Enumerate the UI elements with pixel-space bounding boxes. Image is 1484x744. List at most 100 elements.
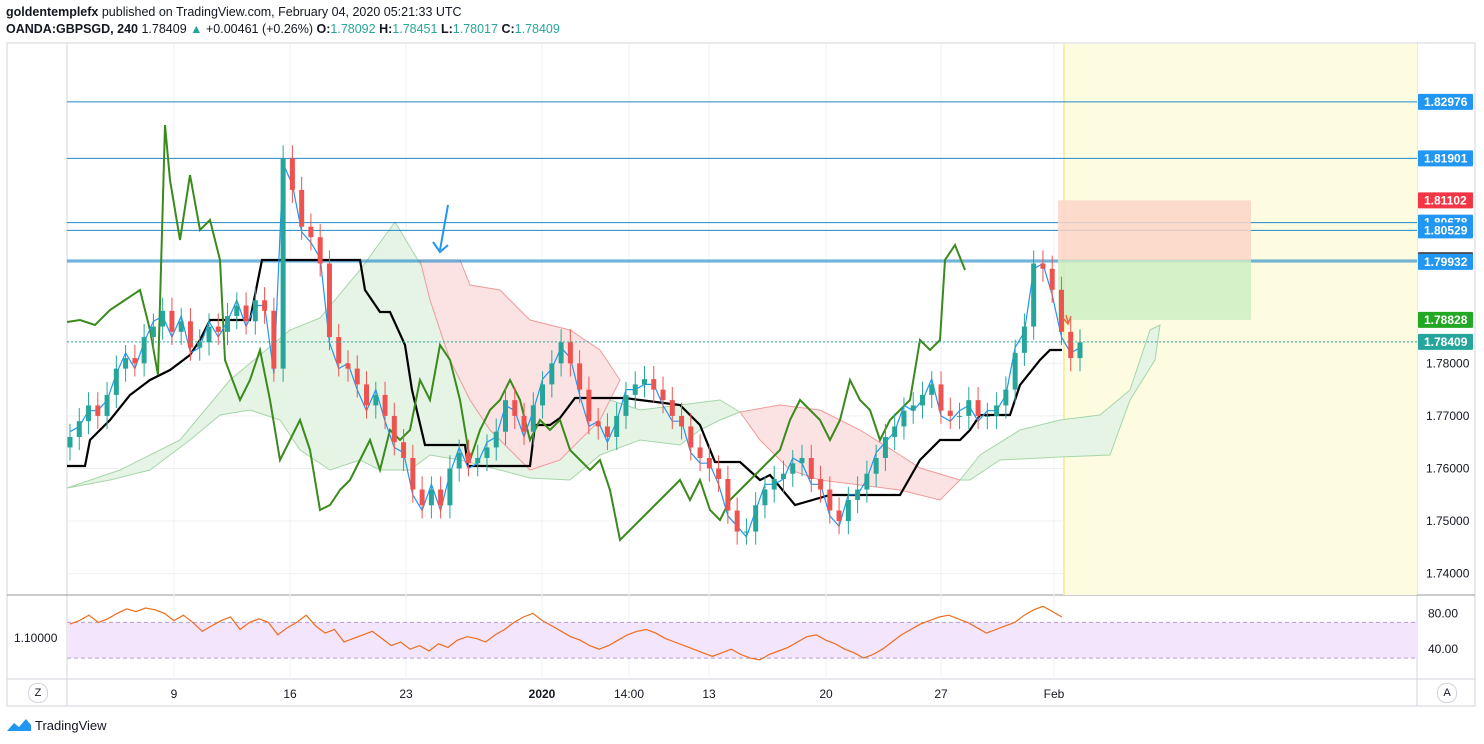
- candle-body: [475, 457, 481, 464]
- candle-body: [1021, 326, 1027, 353]
- close-value: 1.78409: [514, 22, 560, 36]
- candle-body: [753, 505, 759, 532]
- candle-body: [456, 452, 462, 469]
- candle-body: [919, 394, 925, 406]
- candle-body: [929, 384, 935, 395]
- price-tag-box: [1418, 253, 1473, 270]
- symbol-legend: OANDA:GBPSGD, 240 1.78409 ▲ +0.00461 (+0…: [6, 22, 560, 36]
- candle-body: [86, 405, 92, 422]
- risk-zone[interactable]: [1058, 200, 1251, 261]
- rsi-band: [67, 622, 1417, 659]
- publish-info: goldentemplefx published on TradingView.…: [6, 5, 462, 19]
- price-tag-label: 1.81102: [1424, 193, 1467, 207]
- candle-body: [123, 358, 129, 369]
- candle-body: [957, 415, 963, 417]
- candle-body: [373, 394, 379, 406]
- candle-body: [577, 363, 583, 390]
- price-axis[interactable]: 1.74000 1.75000 1.76000 1.77000 1.78000: [1426, 356, 1470, 580]
- footer-brand[interactable]: TradingView: [6, 717, 107, 733]
- candle-body: [984, 415, 990, 417]
- author-name[interactable]: goldentemplefx: [6, 5, 99, 19]
- candle-body: [836, 510, 842, 522]
- candle-body: [790, 463, 796, 474]
- candle-body: [651, 379, 657, 390]
- candle-body: [169, 310, 175, 332]
- candle-body: [132, 358, 138, 364]
- candles: [67, 145, 1083, 545]
- candle-body: [252, 300, 258, 322]
- candle-body: [623, 394, 629, 416]
- candle-body: [586, 389, 592, 422]
- price-tag-label: 1.81901: [1424, 151, 1468, 165]
- kumo-cloud-bearish: [419, 259, 621, 471]
- candle-body: [845, 500, 851, 522]
- price-tag-label: 1.79932: [1424, 255, 1468, 269]
- candle-body: [725, 478, 731, 511]
- small-arrow-icon: [1062, 314, 1072, 326]
- candle-body: [1049, 268, 1055, 290]
- time-tick-label: 2020: [529, 687, 556, 701]
- candle-body: [799, 457, 805, 464]
- price-tag-label: 1.78409: [1424, 335, 1468, 349]
- candle-body: [410, 457, 416, 490]
- candle-body: [465, 452, 471, 464]
- annotation-arrow[interactable]: [432, 204, 449, 254]
- candle-body: [892, 426, 898, 437]
- candle-body: [512, 400, 518, 416]
- candle-body: [428, 489, 434, 506]
- time-tick-label: 14:00: [614, 687, 644, 701]
- candle-body: [873, 457, 879, 474]
- candle-body: [419, 489, 425, 506]
- candle-body: [364, 384, 370, 406]
- last-price: 1.78409: [141, 22, 187, 36]
- zoom-button[interactable]: Z: [28, 683, 48, 703]
- candle-body: [104, 394, 110, 416]
- price-tick-label: 1.74000: [1426, 567, 1470, 581]
- candle-body: [595, 421, 601, 427]
- symbol-name[interactable]: OANDA:GBPSGD, 240: [6, 22, 138, 36]
- candle-body: [391, 415, 397, 443]
- candle-body: [215, 326, 221, 332]
- published-text: published on TradingView.com, February 0…: [101, 5, 462, 19]
- rsi-tick-label: 80.00: [1428, 606, 1458, 620]
- candle-body: [864, 473, 870, 490]
- time-tick-label: 9: [171, 687, 178, 701]
- price-tag-box: [1418, 333, 1473, 350]
- candle-body: [1068, 331, 1074, 359]
- close-label: C:: [501, 22, 515, 36]
- candle-body: [549, 363, 555, 385]
- candle-body: [669, 400, 675, 416]
- rsi-tick-label: 40.00: [1428, 642, 1458, 656]
- candle-body: [197, 342, 203, 348]
- candle-body: [401, 442, 407, 458]
- candle-body: [382, 394, 388, 416]
- auto-scale-button[interactable]: A: [1437, 683, 1457, 703]
- price-change: +0.00461 (+0.26%): [206, 22, 314, 36]
- candle-body: [187, 321, 193, 348]
- rsi-axis: 80.00 40.00: [1428, 606, 1458, 656]
- reward-zone[interactable]: [1058, 260, 1251, 320]
- candle-body: [679, 415, 685, 427]
- candle-body: [76, 421, 82, 437]
- time-axis[interactable]: 9 16 23 2020 14:00 13 20 27 Feb: [171, 687, 1065, 701]
- candle-body: [743, 531, 749, 533]
- candle-body: [530, 405, 536, 432]
- price-tick-label: 1.76000: [1426, 461, 1470, 475]
- candle-body: [855, 489, 861, 501]
- candle-body: [262, 300, 268, 311]
- price-tag-label: 1.78828: [1424, 313, 1468, 327]
- candle-body: [780, 473, 786, 479]
- candle-body: [289, 158, 295, 190]
- kumo-cloud-future: [958, 324, 1161, 481]
- price-tag-box: [1418, 222, 1473, 239]
- candle-body: [1040, 263, 1046, 269]
- candle-body: [1058, 289, 1064, 332]
- candle-body: [1012, 352, 1018, 390]
- candle-body: [966, 400, 972, 416]
- candle-body: [818, 478, 824, 490]
- candle-body: [67, 436, 73, 448]
- time-tick-label: Feb: [1044, 687, 1065, 701]
- candle-body: [95, 405, 101, 416]
- candle-body: [947, 410, 953, 416]
